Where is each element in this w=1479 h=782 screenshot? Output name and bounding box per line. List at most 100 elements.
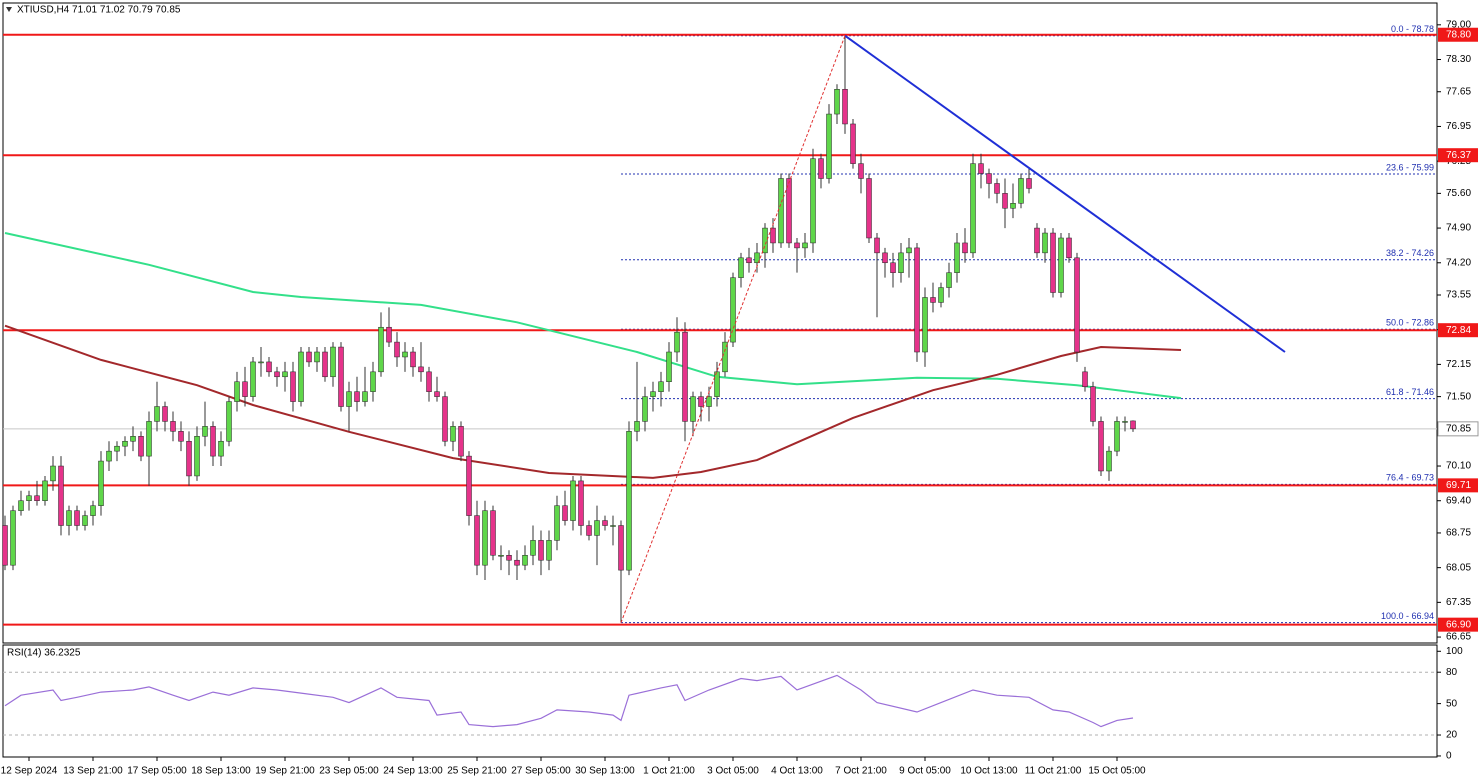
candle-body xyxy=(586,525,592,536)
candle-body xyxy=(1114,421,1120,452)
candle-body xyxy=(1082,371,1088,387)
candle-body xyxy=(866,178,872,239)
candle-body xyxy=(506,555,512,561)
trend-line xyxy=(844,34,1286,353)
candle-body xyxy=(610,525,616,527)
candle-body xyxy=(482,510,488,566)
candle-body xyxy=(626,431,632,571)
candle-body xyxy=(650,391,656,397)
symbol-icon xyxy=(6,7,12,12)
candle-body xyxy=(738,257,744,278)
candle-body xyxy=(994,183,1000,194)
candle-body xyxy=(858,163,864,179)
rsi-y-tick-label: 20 xyxy=(1446,730,1458,741)
y-tick-label: 68.75 xyxy=(1446,528,1471,539)
candle-body xyxy=(914,247,920,353)
x-tick-label: 11 Oct 21:00 xyxy=(1025,766,1082,777)
candle-body xyxy=(1010,203,1016,209)
candle-body xyxy=(386,326,392,343)
candle-body xyxy=(170,421,176,432)
level-label-box xyxy=(1438,478,1478,493)
candle-body xyxy=(330,346,336,378)
candle-body xyxy=(26,495,32,501)
candle-body xyxy=(346,391,352,407)
candle-body xyxy=(106,450,112,462)
candle-body xyxy=(218,440,224,457)
candle-body xyxy=(1090,386,1096,422)
candle-body xyxy=(930,297,936,303)
x-tick-label: 15 Oct 05:00 xyxy=(1088,766,1146,777)
y-tick-label: 74.20 xyxy=(1446,257,1471,268)
candle-body xyxy=(1050,232,1056,293)
candle-body xyxy=(194,436,200,477)
level-label: 66.90 xyxy=(1446,619,1471,630)
level-label: 76.37 xyxy=(1446,150,1471,161)
candle-body xyxy=(970,163,976,254)
candle-body xyxy=(1066,237,1072,259)
candle-body xyxy=(202,426,208,437)
price-panel xyxy=(2,2,1438,644)
rsi-title: RSI(14) 36.2325 xyxy=(7,648,81,659)
candle-body xyxy=(730,277,736,343)
candle-body xyxy=(154,406,160,422)
candle-body xyxy=(114,445,120,452)
candle-body xyxy=(850,123,856,164)
candle-body xyxy=(266,361,272,373)
candle-body xyxy=(378,326,384,373)
candle-body xyxy=(210,426,216,457)
candle-body xyxy=(42,480,48,501)
fib-label: 61.8 - 71.46 xyxy=(1386,387,1434,397)
candle-body xyxy=(474,515,480,566)
candle-body xyxy=(306,351,312,363)
candle-body xyxy=(778,178,784,244)
candle-body xyxy=(98,460,104,506)
candle-body xyxy=(490,510,496,556)
x-tick-label: 18 Sep 13:00 xyxy=(191,766,251,777)
candle-body xyxy=(1122,421,1128,423)
candle-body xyxy=(34,495,40,501)
x-tick-label: 23 Sep 05:00 xyxy=(319,766,379,777)
candle-body xyxy=(82,515,88,526)
candle-body xyxy=(426,371,432,392)
candle-body xyxy=(698,396,704,407)
candle-body xyxy=(1098,421,1104,472)
candle-body xyxy=(498,555,504,557)
rsi-panel xyxy=(2,644,1438,758)
rsi-y-tick-label: 50 xyxy=(1446,698,1458,709)
y-tick-label: 77.65 xyxy=(1446,86,1471,97)
candle-body xyxy=(242,381,248,397)
candle-body xyxy=(258,361,264,364)
candle-body xyxy=(66,510,72,526)
candle-body xyxy=(890,262,896,273)
x-tick-label: 7 Oct 21:00 xyxy=(835,766,887,777)
candle-body xyxy=(58,465,64,526)
candle-body xyxy=(1002,193,1008,209)
y-tick-label: 69.40 xyxy=(1446,495,1471,506)
x-tick-label: 12 Sep 2024 xyxy=(1,766,58,777)
candle-body xyxy=(618,525,624,571)
candle-body xyxy=(442,396,448,442)
candle-body xyxy=(762,227,768,254)
candle-body xyxy=(826,113,832,179)
candle-body xyxy=(882,252,888,264)
candle-body xyxy=(770,227,776,244)
current-price-label: 70.85 xyxy=(1446,423,1471,434)
candle-body xyxy=(458,426,464,457)
candle-body xyxy=(986,173,992,184)
candle-body xyxy=(1130,420,1136,430)
candle-body xyxy=(674,331,680,353)
candle-body xyxy=(18,500,24,511)
y-tick-label: 71.50 xyxy=(1446,391,1471,402)
candle-body xyxy=(946,272,952,288)
moving-average xyxy=(4,324,1182,479)
x-tick-label: 19 Sep 21:00 xyxy=(255,766,315,777)
candle-body xyxy=(594,520,600,536)
candle-body xyxy=(922,297,928,353)
rsi-y-tick-label: 80 xyxy=(1446,667,1458,678)
candle-body xyxy=(714,371,720,397)
level-label: 78.80 xyxy=(1446,29,1471,40)
x-tick-label: 4 Oct 13:00 xyxy=(771,766,823,777)
fib-label: 100.0 - 66.94 xyxy=(1381,611,1434,621)
